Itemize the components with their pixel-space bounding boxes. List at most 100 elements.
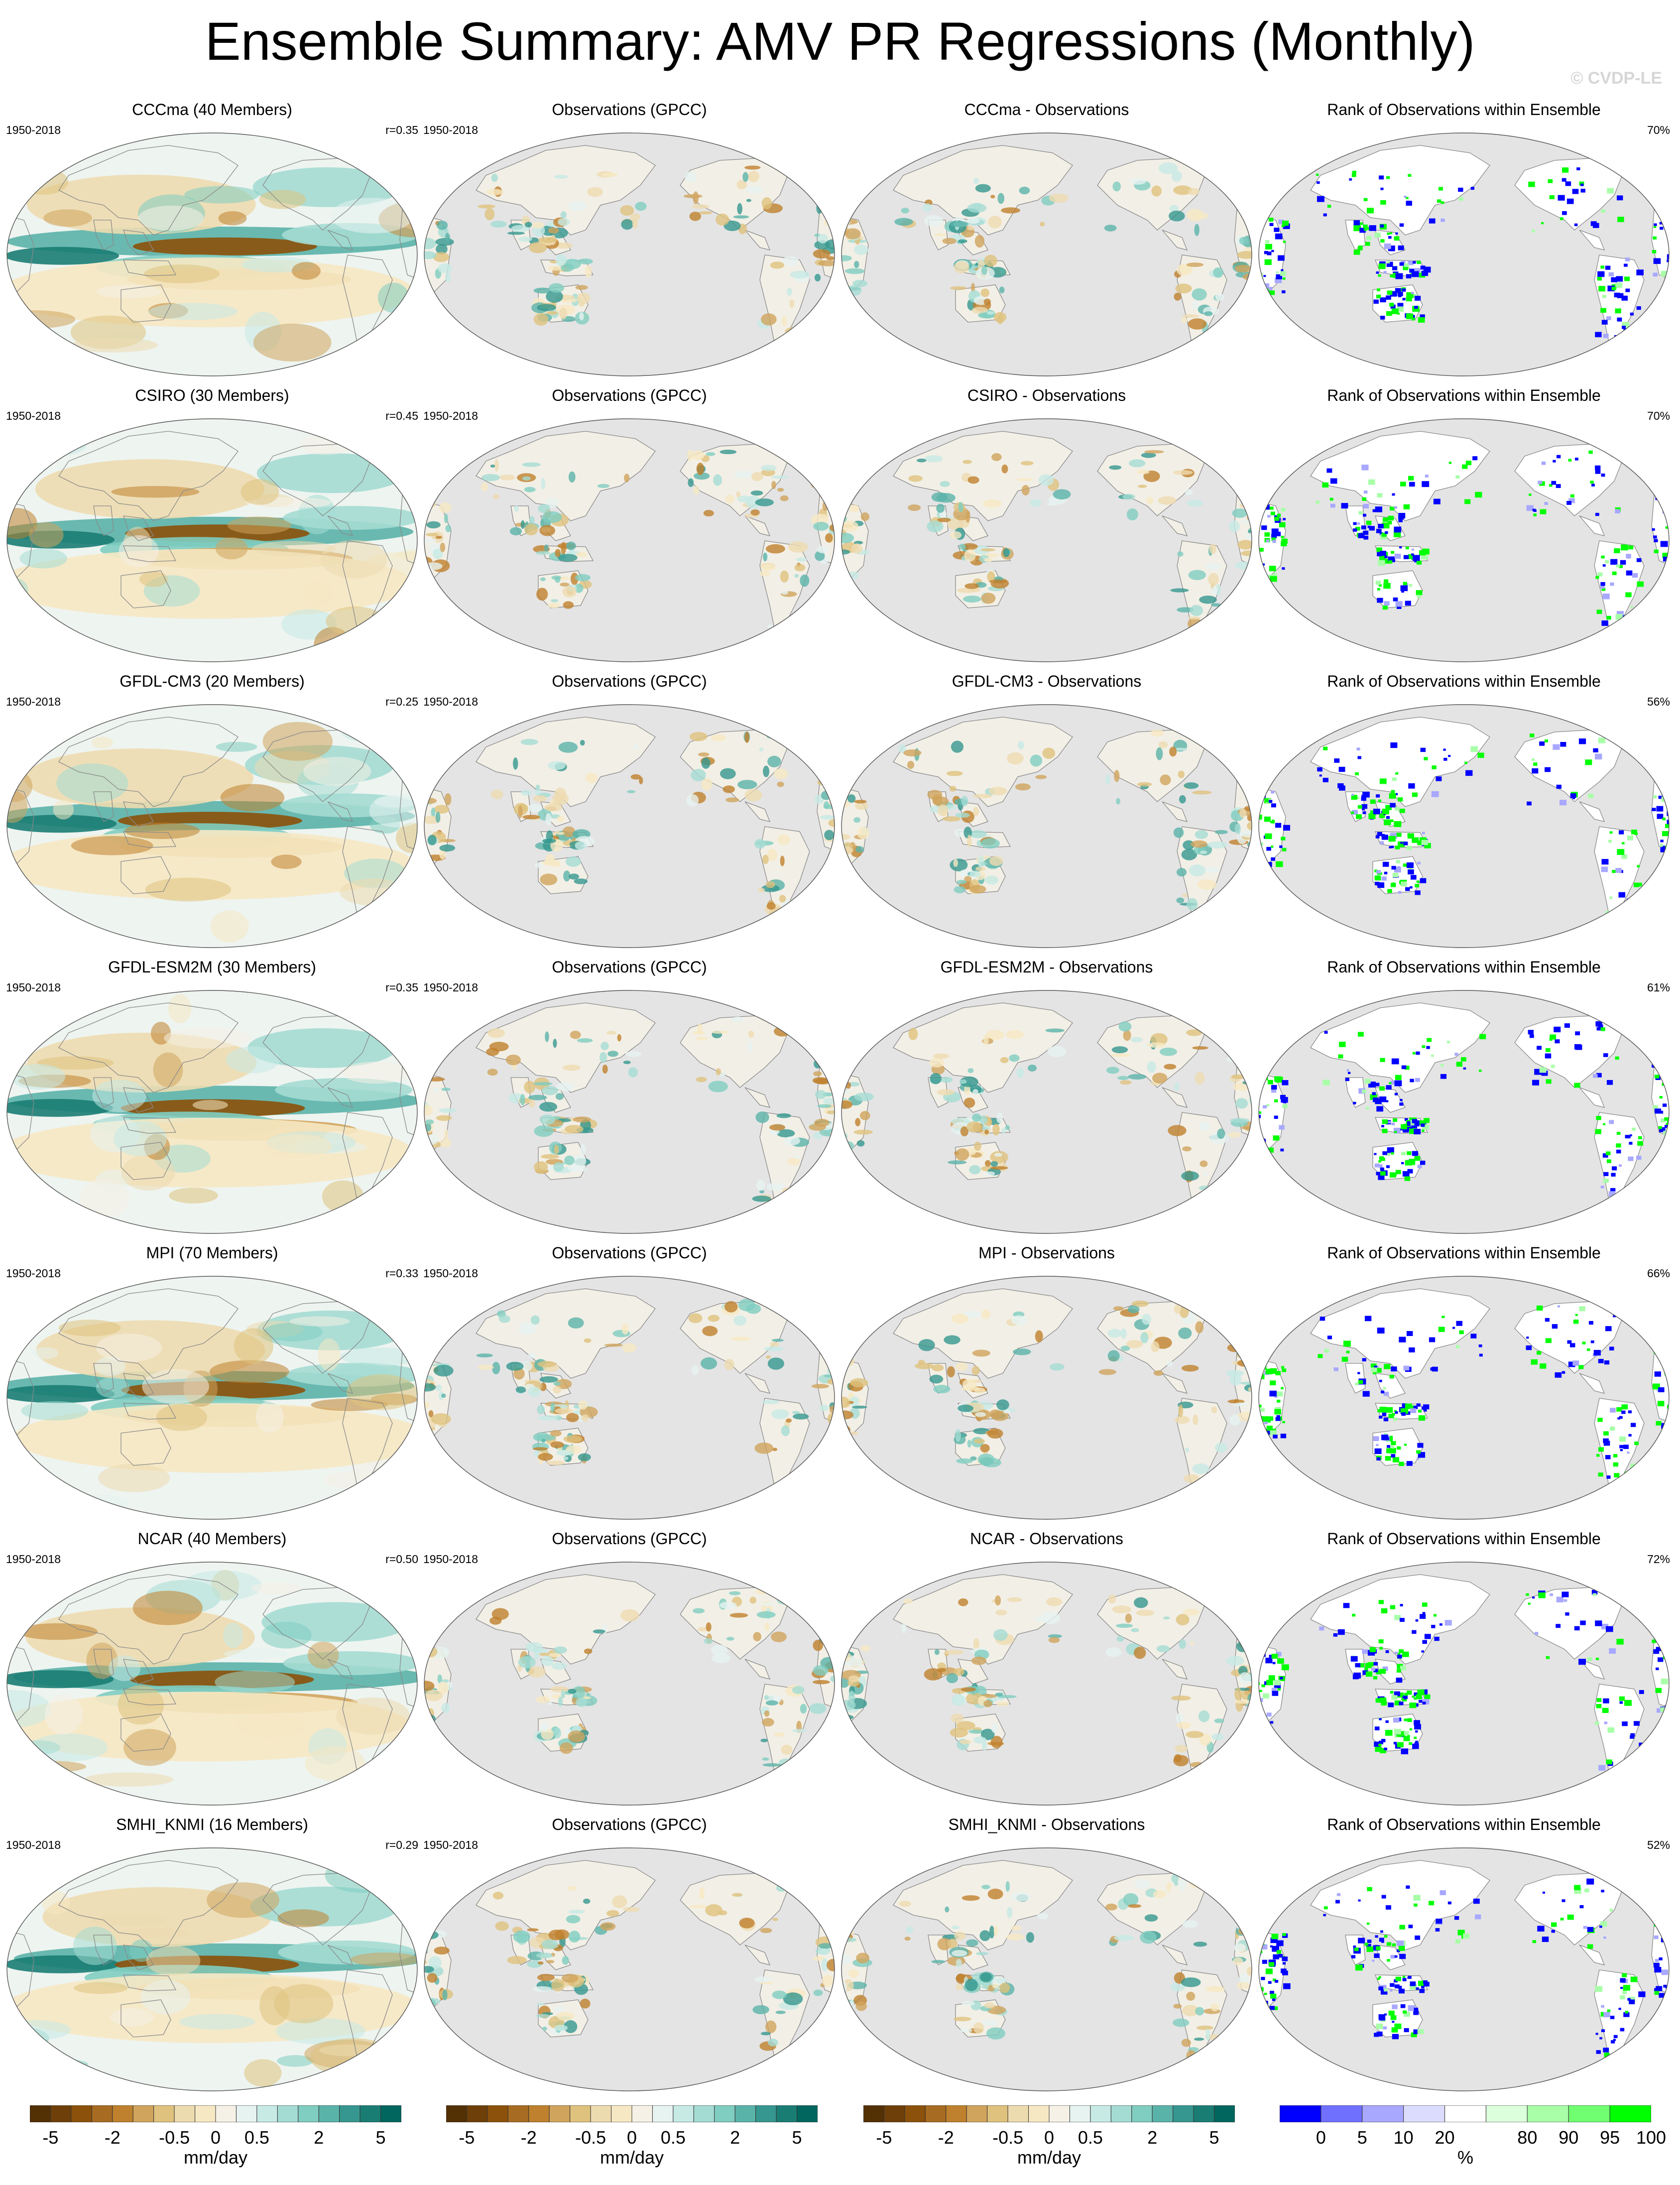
period-label: 1950-2018 (423, 409, 478, 422)
coastline (327, 801, 354, 822)
global-map (841, 1847, 1252, 2091)
colorbar: -5 -2 -0.5 0 0.5 2 5 mm/day (30, 2105, 401, 2168)
global-map (6, 1276, 418, 1520)
colorbar-box (132, 2105, 154, 2122)
coastline (7, 215, 34, 295)
panel-title: SMHI_KNMI - Observations (948, 1816, 1145, 1833)
coastline (744, 515, 771, 536)
map-outline (424, 418, 835, 662)
colorbar-tick-label: 5 (1357, 2127, 1367, 2148)
map-panel-model: CSIRO (30 Members) 1950-2018 r=0.45 (4, 385, 420, 664)
coastline (123, 1944, 154, 1970)
coastline (7, 1072, 34, 1153)
map-panel-rank: Rank of Observations within Ensemble 56% (1256, 671, 1672, 950)
coastline (93, 1649, 114, 1680)
colorbar-tick-label: -2 (104, 2127, 120, 2148)
colorbar-box (360, 2105, 381, 2122)
map-outline (841, 990, 1252, 1234)
coastline (1310, 717, 1490, 807)
colorbar-box (1131, 2105, 1153, 2122)
period-label: 1950-2018 (423, 123, 478, 136)
coastline (123, 1974, 177, 1991)
colorbar-box (1568, 2105, 1610, 2122)
global-map (841, 132, 1252, 376)
map-panel-diff: NCAR - Observations (839, 1529, 1255, 1808)
coastline (120, 1999, 171, 2038)
colorbar-box (256, 2105, 278, 2122)
coastline (1206, 144, 1237, 171)
coastline (123, 230, 154, 255)
colorbar-box (1069, 2105, 1091, 2122)
panel-title: Observations (GPCC) (552, 958, 707, 976)
coastline (123, 1117, 177, 1134)
coastline (893, 1002, 1073, 1093)
period-label: 1950-2018 (6, 1553, 61, 1566)
colorbar-box (507, 2105, 529, 2122)
map-outline (424, 1562, 835, 1806)
coastline (1624, 1287, 1655, 1314)
map-panel-obs: Observations (GPCC) 1950-2018 (421, 957, 838, 1236)
coastline (1624, 1573, 1655, 1600)
colorbar-tick-label: 0.5 (1078, 2127, 1103, 2148)
coastline (1259, 786, 1286, 867)
colorbar-tick-label: 5 (375, 2127, 386, 2148)
colorbar-box (1152, 2105, 1174, 2122)
panel-title: Rank of Observations within Ensemble (1327, 672, 1601, 690)
panel-title: Rank of Observations within Ensemble (1327, 386, 1601, 404)
coastline (1345, 1363, 1366, 1394)
colorbar-box (570, 2105, 591, 2122)
map-outline (424, 132, 835, 376)
panel-title: GFDL-CM3 - Observations (952, 672, 1142, 690)
coastline (1579, 1087, 1605, 1108)
colorbar-tick-label: 10 (1393, 2127, 1414, 2148)
coastline (1345, 791, 1366, 822)
colorbar-tick-label: 0 (1044, 2127, 1055, 2148)
coastline (476, 1574, 656, 1665)
colorbar-tick-label: 5 (1209, 2127, 1219, 2148)
colorbar-box (1049, 2105, 1070, 2122)
coastline (372, 144, 403, 171)
coastline (93, 791, 114, 822)
map-outline (1258, 1562, 1670, 1806)
colorbar-box (153, 2105, 175, 2122)
coastline (744, 1373, 771, 1394)
coastline (120, 284, 171, 323)
colorbar-box (1403, 2105, 1445, 2122)
coastline (1624, 430, 1655, 457)
coastline (58, 1288, 239, 1379)
coastline (1579, 801, 1605, 822)
period-label: 1950-2018 (423, 695, 478, 708)
coastline (1624, 144, 1655, 171)
colorbar-tick-label: 2 (1147, 2127, 1158, 2148)
coastline (93, 1935, 114, 1965)
map-panel-model: CCCma (40 Members) 1950-2018 r=0.35 (4, 100, 420, 378)
coastline (372, 1287, 403, 1314)
panel-title: SMHI_KNMI (16 Members) (116, 1816, 308, 1833)
colorbar-box (195, 2105, 216, 2122)
colorbar-box (652, 2105, 674, 2122)
coastline (58, 145, 239, 236)
map-outline (6, 418, 418, 662)
coastline (1624, 1859, 1655, 1886)
map-panel-obs: Observations (GPCC) 1950-2018 (421, 1815, 838, 2093)
coastline (893, 717, 1073, 807)
coastline (327, 515, 354, 536)
global-map (6, 990, 418, 1234)
map-outline (6, 1276, 418, 1520)
colorbar-unit-label: % (1457, 2147, 1473, 2168)
map-panel-rank: Rank of Observations within Ensemble 70% (1256, 385, 1672, 664)
map-outline (1258, 132, 1670, 376)
coastline (7, 1358, 34, 1439)
panel-title: Observations (GPCC) (552, 672, 707, 690)
map-panel-obs: Observations (GPCC) 1950-2018 (421, 1243, 838, 1522)
coastline (893, 1574, 1073, 1665)
global-map (6, 418, 418, 662)
global-map (6, 704, 418, 948)
map-panel-model: MPI (70 Members) 1950-2018 r=0.33 (4, 1243, 420, 1522)
coastline (120, 1142, 171, 1180)
coastline (123, 1689, 177, 1705)
colorbar-tick-label: 90 (1559, 2127, 1579, 2148)
map-panel-rank: Rank of Observations within Ensemble 61% (1256, 957, 1672, 1236)
coastline (1579, 1373, 1605, 1394)
global-map (1258, 132, 1670, 376)
